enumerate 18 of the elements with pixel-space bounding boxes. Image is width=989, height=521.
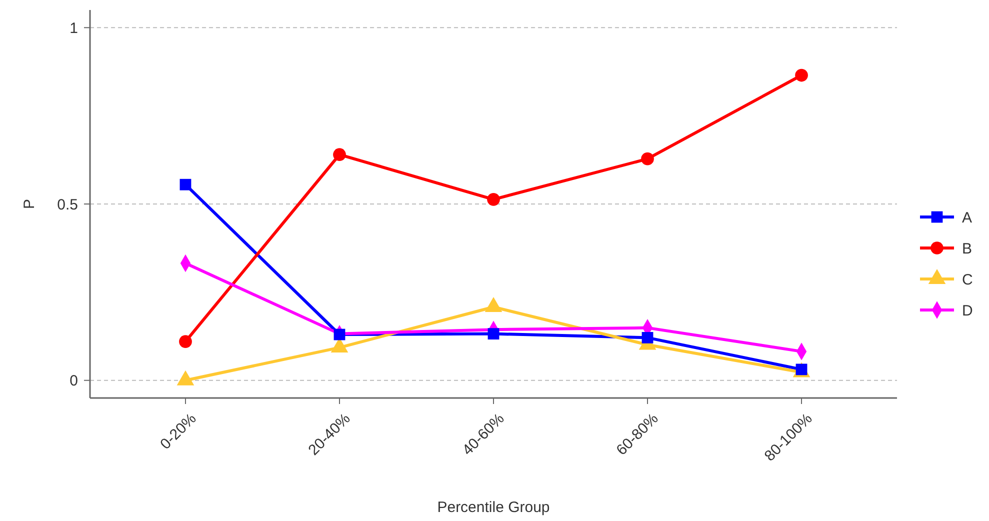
y-tick-label: 0	[70, 372, 78, 390]
legend-label: D	[962, 302, 973, 320]
legend-label: A	[962, 209, 972, 226]
x-axis-title: Percentile Group	[437, 499, 550, 516]
point	[641, 152, 654, 166]
point	[487, 192, 500, 206]
point	[642, 332, 654, 344]
legend-label: B	[962, 240, 972, 258]
point	[179, 335, 192, 348]
point	[795, 68, 808, 82]
y-tick-label: 0.5	[57, 196, 78, 214]
point	[334, 328, 346, 340]
point	[180, 178, 192, 190]
legend-label: C	[962, 271, 973, 288]
y-axis-title: P	[21, 198, 38, 210]
point	[488, 328, 500, 340]
point	[333, 148, 346, 162]
y-tick-label: 1	[70, 20, 78, 37]
